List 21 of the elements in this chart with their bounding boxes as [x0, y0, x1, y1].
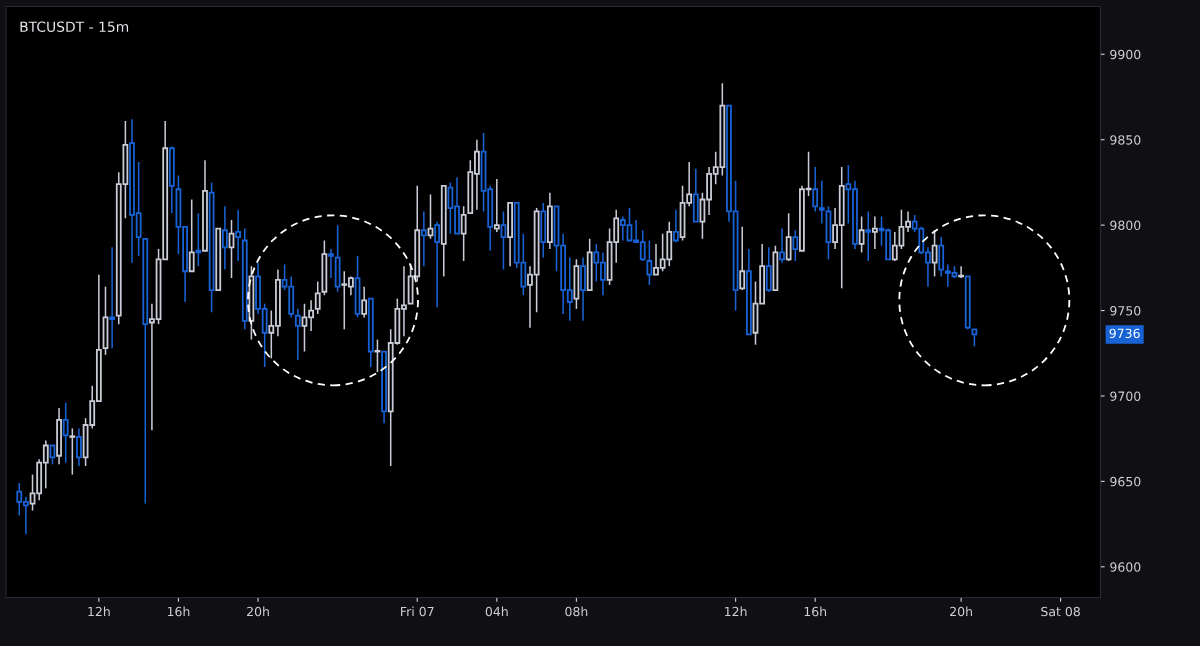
x-tick-label: 20h — [247, 606, 269, 617]
y-tick-label: 9900 — [1110, 49, 1141, 60]
text: BTCUSDT - 15m — [20, 21, 129, 32]
y-tick-label: 9850 — [1110, 135, 1141, 145]
x-tick-label: 16h — [804, 606, 827, 617]
y-tick-label: 9750 — [1110, 306, 1141, 316]
x-tick-label: 16h — [167, 606, 190, 617]
x-tick-label: 08h — [565, 606, 588, 617]
y-tick-label: 9800 — [1110, 220, 1141, 231]
y-tick-label: 9650 — [1110, 476, 1141, 487]
x-tick-label: 12h — [725, 606, 747, 617]
x-tick-label: Sat 08 — [1041, 606, 1080, 617]
x-tick-label: Fri 07 — [401, 606, 434, 617]
text: 9736 — [1109, 328, 1140, 339]
candlestick — [818, 179, 825, 225]
y-tick-label: 9700 — [1110, 391, 1141, 401]
x-tick-label: 04h — [485, 606, 508, 617]
x-tick-label: 20h — [950, 606, 972, 617]
x-tick-label: 12h — [88, 606, 110, 617]
y-tick-label: 9600 — [1110, 562, 1141, 572]
candlestick — [314, 280, 321, 315]
